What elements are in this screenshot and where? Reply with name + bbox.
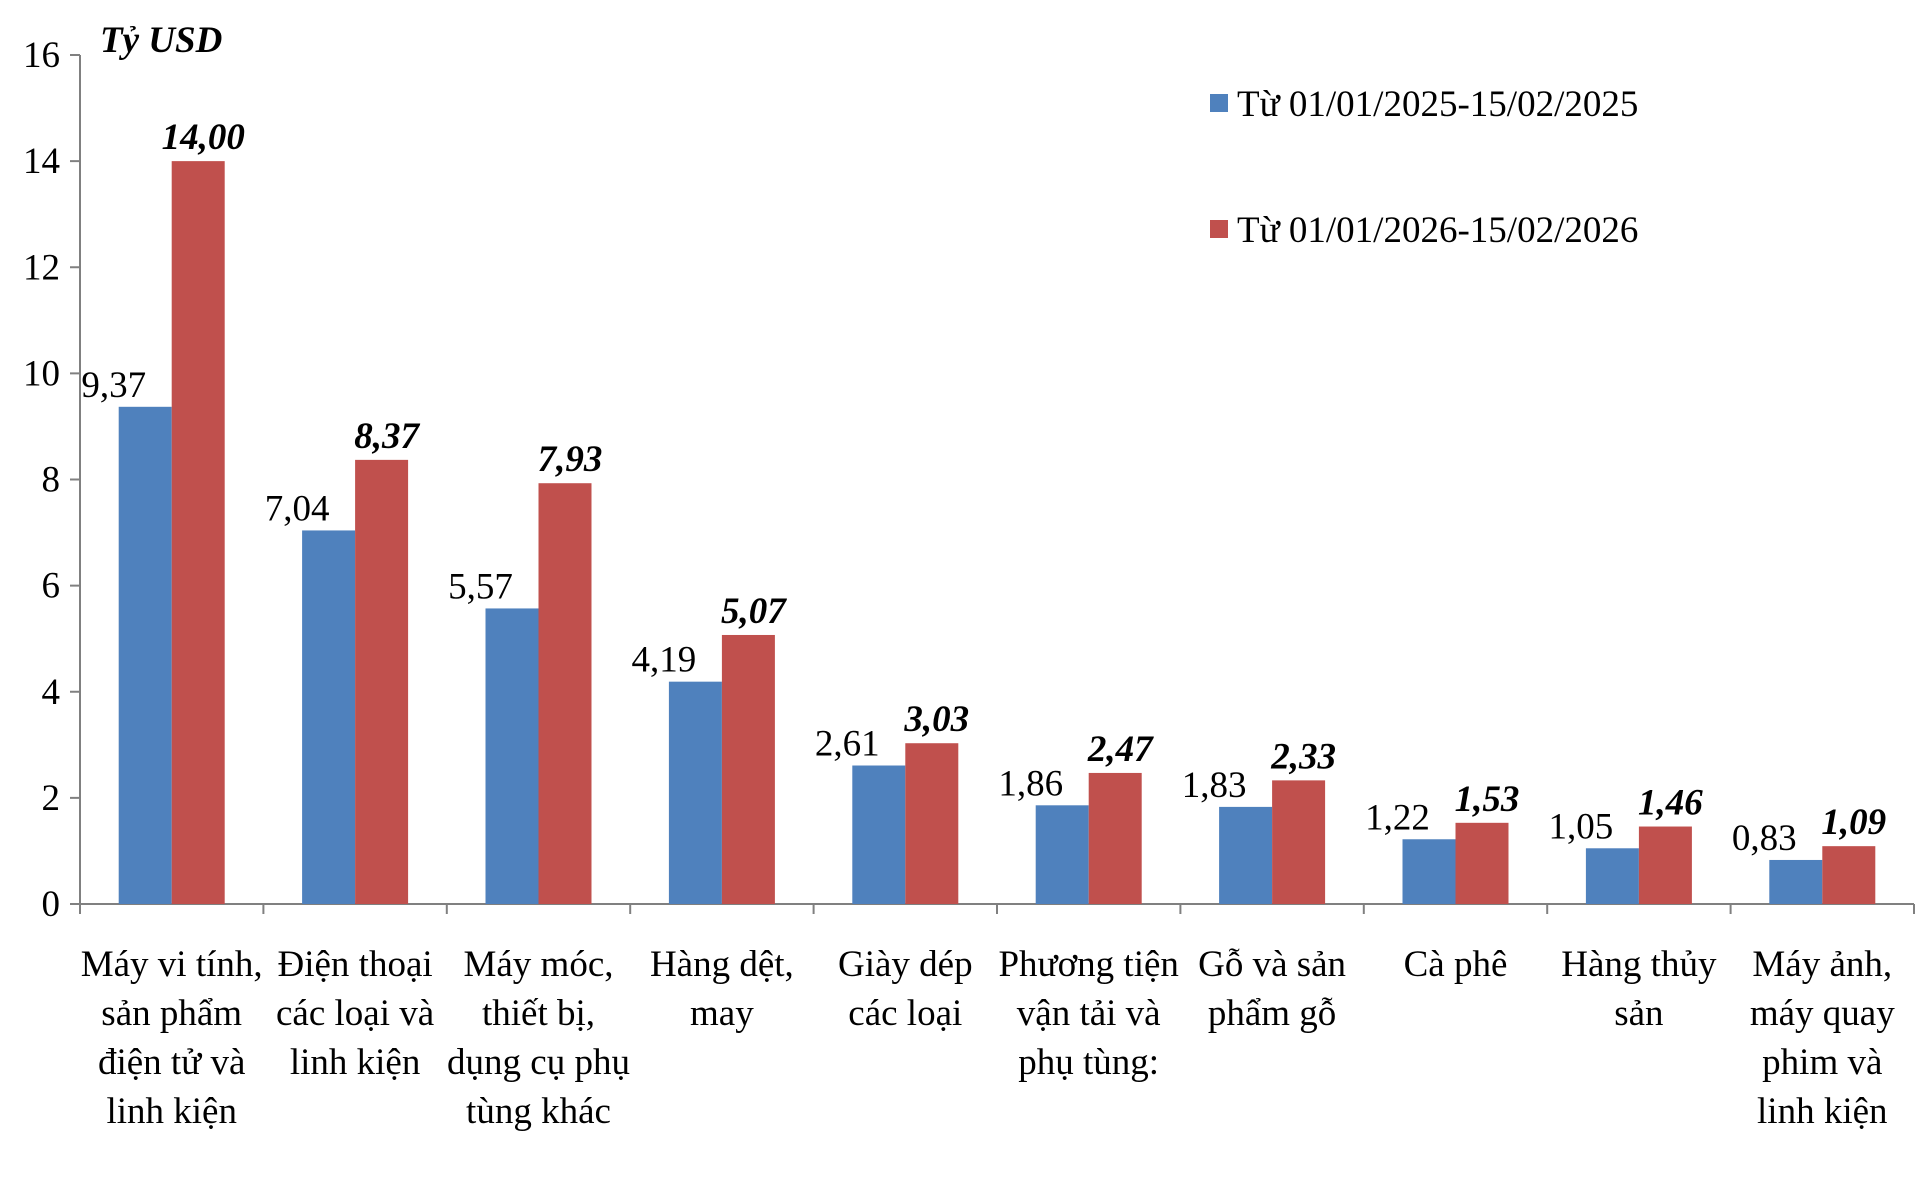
bar — [1455, 822, 1509, 904]
value-label: 14,00 — [162, 117, 245, 158]
bar — [721, 634, 775, 904]
value-label: 7,93 — [538, 439, 603, 480]
y-tick-label: 8 — [42, 460, 61, 501]
value-label: 5,07 — [721, 591, 787, 632]
bar — [1769, 859, 1823, 904]
bar — [668, 681, 722, 904]
bar — [1035, 805, 1089, 904]
value-label: 1,05 — [1549, 806, 1614, 847]
value-label: 1,86 — [998, 763, 1063, 804]
bar — [485, 608, 539, 904]
y-tick-label: 12 — [23, 247, 60, 288]
bar — [1402, 839, 1456, 904]
x-tick-label: Điện thoại các loại và linh kiện — [276, 944, 435, 1083]
legend-swatch — [1210, 220, 1228, 238]
legend-label: Từ 01/01/2025-15/02/2025 — [1237, 84, 1638, 125]
bar — [1585, 848, 1639, 904]
value-label: 3,03 — [903, 699, 969, 740]
x-tick-label: Gỗ và sản phẩm gỗ — [1198, 944, 1347, 1034]
bar — [905, 743, 959, 904]
value-label: 2,61 — [815, 724, 880, 765]
value-label: 9,37 — [81, 365, 146, 406]
y-tick-label: 0 — [42, 884, 61, 925]
value-label: 5,57 — [448, 566, 513, 607]
value-label: 1,83 — [1182, 765, 1247, 806]
y-tick-label: 10 — [23, 353, 60, 394]
value-label: 1,46 — [1638, 783, 1703, 824]
bar — [852, 765, 906, 904]
bar — [1822, 846, 1876, 904]
value-label: 1,22 — [1365, 797, 1430, 838]
bar — [1219, 806, 1273, 904]
bar — [171, 161, 225, 904]
legend-label: Từ 01/01/2026-15/02/2026 — [1237, 210, 1638, 251]
x-tick-label: Cà phê — [1403, 944, 1508, 985]
bar — [1638, 826, 1692, 904]
x-tick-label: Giày dép các loại — [837, 944, 973, 1034]
value-label: 2,47 — [1087, 729, 1154, 770]
legend-swatch — [1210, 94, 1228, 112]
bar — [538, 483, 592, 904]
bar — [355, 459, 409, 904]
bar — [1088, 772, 1142, 904]
x-tick-label: Máy móc, thiết bị, dụng cụ phụ tùng khác — [447, 944, 630, 1132]
x-tick-label: Hàng thủy sản — [1561, 944, 1717, 1034]
x-tick-label: Máy ảnh, máy quay phim và linh kiện — [1749, 944, 1895, 1132]
value-label: 2,33 — [1270, 736, 1336, 777]
x-tick-label: Máy vi tính, sản phẩm điện tử và linh ki… — [80, 944, 263, 1132]
x-tick-label: Hàng dệt, may — [649, 944, 794, 1034]
y-tick-label: 6 — [42, 566, 61, 607]
value-label: 0,83 — [1732, 818, 1797, 859]
bar — [1272, 780, 1326, 904]
value-label: 1,09 — [1821, 802, 1886, 843]
value-label: 4,19 — [632, 640, 697, 681]
value-label: 1,53 — [1455, 779, 1520, 820]
bar — [118, 406, 172, 904]
bar — [302, 530, 356, 904]
value-label: 8,37 — [354, 416, 420, 457]
y-tick-label: 16 — [23, 35, 60, 76]
value-label: 7,04 — [265, 488, 330, 529]
y-tick-label: 4 — [42, 672, 61, 713]
x-tick-label: Phương tiện vận tải và phụ tùng: — [998, 944, 1179, 1083]
y-axis-label: Tỷ USD — [100, 20, 222, 61]
y-tick-label: 2 — [42, 778, 61, 819]
y-tick-label: 14 — [23, 141, 60, 182]
